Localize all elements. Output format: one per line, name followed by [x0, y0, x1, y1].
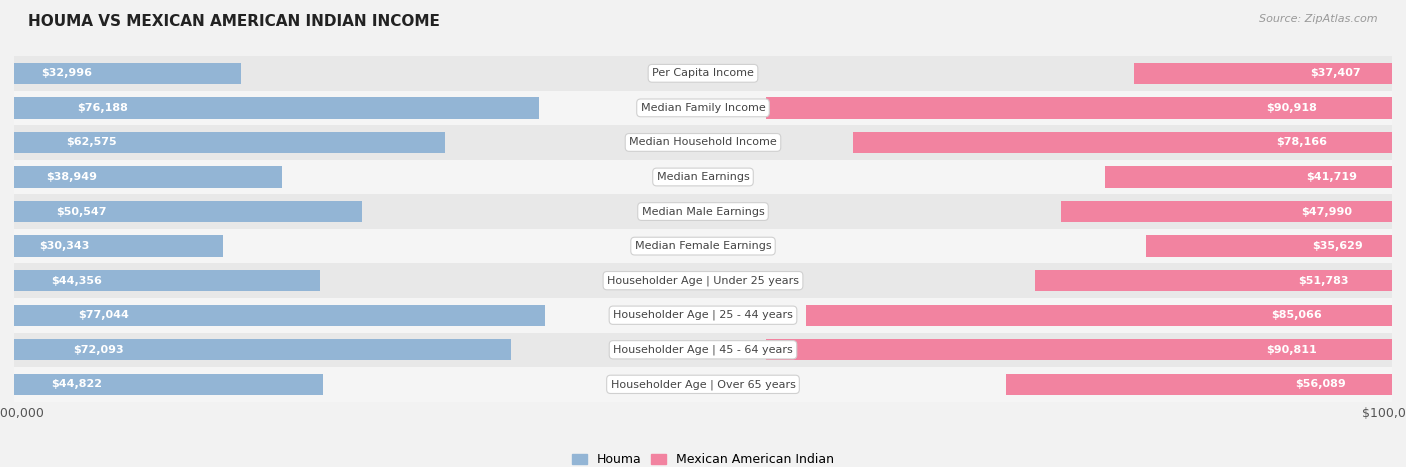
Bar	[1105, 166, 1392, 188]
Bar	[14, 374, 323, 395]
Text: $62,575: $62,575	[66, 137, 117, 148]
Text: $41,719: $41,719	[1306, 172, 1357, 182]
Bar	[766, 97, 1392, 119]
Text: Householder Age | 25 - 44 years: Householder Age | 25 - 44 years	[613, 310, 793, 320]
Bar	[1135, 63, 1392, 84]
Bar	[14, 201, 363, 222]
Text: $44,356: $44,356	[51, 276, 101, 286]
Bar	[14, 304, 546, 326]
Text: $72,093: $72,093	[73, 345, 124, 355]
Text: Per Capita Income: Per Capita Income	[652, 68, 754, 78]
FancyBboxPatch shape	[7, 91, 1399, 125]
Bar	[853, 132, 1392, 153]
Text: $44,822: $44,822	[51, 379, 103, 389]
Bar	[14, 63, 242, 84]
Text: $85,066: $85,066	[1271, 310, 1322, 320]
Bar	[14, 339, 510, 361]
Text: $78,166: $78,166	[1277, 137, 1327, 148]
Text: Median Female Earnings: Median Female Earnings	[634, 241, 772, 251]
Text: Median Household Income: Median Household Income	[628, 137, 778, 148]
Text: Median Male Earnings: Median Male Earnings	[641, 206, 765, 217]
Text: $50,547: $50,547	[56, 206, 107, 217]
Text: $47,990: $47,990	[1302, 206, 1353, 217]
Text: Source: ZipAtlas.com: Source: ZipAtlas.com	[1260, 14, 1378, 24]
FancyBboxPatch shape	[7, 298, 1399, 333]
FancyBboxPatch shape	[7, 229, 1399, 263]
Text: HOUMA VS MEXICAN AMERICAN INDIAN INCOME: HOUMA VS MEXICAN AMERICAN INDIAN INCOME	[28, 14, 440, 29]
FancyBboxPatch shape	[7, 333, 1399, 367]
Bar	[1062, 201, 1392, 222]
Legend: Houma, Mexican American Indian: Houma, Mexican American Indian	[567, 448, 839, 467]
Bar	[14, 166, 283, 188]
Bar	[14, 235, 224, 257]
Text: $76,188: $76,188	[77, 103, 128, 113]
Bar	[14, 132, 446, 153]
Text: $90,918: $90,918	[1265, 103, 1317, 113]
Text: $51,783: $51,783	[1299, 276, 1350, 286]
Text: Householder Age | Over 65 years: Householder Age | Over 65 years	[610, 379, 796, 389]
Text: $30,343: $30,343	[39, 241, 90, 251]
Text: $38,949: $38,949	[46, 172, 97, 182]
Text: Householder Age | 45 - 64 years: Householder Age | 45 - 64 years	[613, 345, 793, 355]
Text: Median Family Income: Median Family Income	[641, 103, 765, 113]
FancyBboxPatch shape	[7, 160, 1399, 194]
Text: $32,996: $32,996	[41, 68, 93, 78]
Bar	[14, 97, 538, 119]
Bar	[766, 339, 1392, 361]
FancyBboxPatch shape	[7, 367, 1399, 402]
Bar	[14, 270, 319, 291]
Text: Householder Age | Under 25 years: Householder Age | Under 25 years	[607, 276, 799, 286]
Bar	[1035, 270, 1392, 291]
Text: $90,811: $90,811	[1267, 345, 1317, 355]
FancyBboxPatch shape	[7, 263, 1399, 298]
Bar	[1146, 235, 1392, 257]
Bar	[1005, 374, 1392, 395]
Text: $77,044: $77,044	[77, 310, 128, 320]
FancyBboxPatch shape	[7, 194, 1399, 229]
Text: $35,629: $35,629	[1312, 241, 1362, 251]
FancyBboxPatch shape	[7, 125, 1399, 160]
Text: $56,089: $56,089	[1295, 379, 1346, 389]
Text: Median Earnings: Median Earnings	[657, 172, 749, 182]
Bar	[806, 304, 1392, 326]
FancyBboxPatch shape	[7, 56, 1399, 91]
Text: $37,407: $37,407	[1310, 68, 1361, 78]
